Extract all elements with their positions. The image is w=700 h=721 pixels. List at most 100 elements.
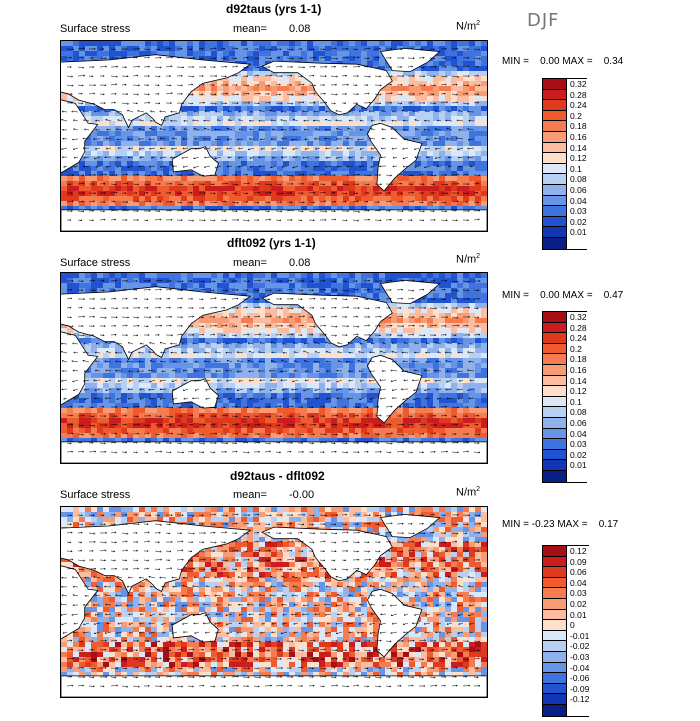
colorbar-level <box>542 705 589 716</box>
colorbar-level: 0.18 <box>542 121 587 132</box>
colorbar-swatch <box>542 100 567 111</box>
colorbar-level: 0.06 <box>542 185 587 196</box>
colorbar-tick-label: 0.28 <box>570 323 587 334</box>
colorbar-swatch <box>542 132 567 143</box>
colorbar-swatch <box>542 588 567 599</box>
panel-2-title: dflt092 (yrs 1-1) <box>227 236 316 250</box>
colorbar-swatch <box>542 631 567 642</box>
colorbar-level: 0.2 <box>542 344 587 355</box>
colorbar-swatch <box>542 185 567 196</box>
colorbar-tick-label: 0.24 <box>570 100 587 111</box>
colorbar-tick-label: 0.2 <box>570 344 582 355</box>
colorbar-swatch <box>542 386 567 397</box>
panel-1-mean-label: mean= <box>233 23 267 35</box>
colorbar-level: 0.12 <box>542 546 589 557</box>
colorbar-level: 0.28 <box>542 90 587 101</box>
colorbar-swatch <box>542 557 567 568</box>
colorbar-swatch <box>542 79 567 90</box>
colorbar-tick-label: 0.02 <box>570 599 587 610</box>
colorbar-level: -0.09 <box>542 684 589 695</box>
colorbar-level: 0.24 <box>542 100 587 111</box>
colorbar-tick-label: 0.16 <box>570 365 587 376</box>
colorbar-level: 0.08 <box>542 407 587 418</box>
colorbar-level: 0.09 <box>542 557 589 568</box>
colorbar-tick-label: 0.1 <box>570 164 582 175</box>
colorbar-swatch <box>542 460 567 471</box>
colorbar-swatch <box>542 578 567 589</box>
colorbar-level: 0.03 <box>542 588 589 599</box>
panel-1-title: d92taus (yrs 1-1) <box>226 2 321 16</box>
panel-2-mean-value: 0.08 <box>289 257 310 269</box>
colorbar-swatch <box>542 567 567 578</box>
colorbar-tick-label: 0.12 <box>570 386 587 397</box>
panel-3-minmax: MIN = -0.23 MAX = 0.17 <box>502 519 618 530</box>
colorbar-level: -0.01 <box>542 631 589 642</box>
colorbar-level: 0.01 <box>542 460 587 471</box>
colorbar-level: 0.12 <box>542 386 587 397</box>
panel-3-map <box>60 506 488 698</box>
colorbar-level: -0.06 <box>542 673 589 684</box>
colorbar-level: 0.06 <box>542 567 589 578</box>
colorbar-level: 0.32 <box>542 312 587 323</box>
colorbar-swatch <box>542 673 567 684</box>
colorbar-swatch <box>542 227 567 238</box>
colorbar-swatch <box>542 174 567 185</box>
colorbar-tick-label: -0.01 <box>570 631 589 642</box>
colorbar-tick-label: 0.14 <box>570 376 587 387</box>
colorbar-tick-label: 0.04 <box>570 578 587 589</box>
panel-1-map <box>60 40 488 232</box>
colorbar-tick-label: -0.06 <box>570 673 589 684</box>
colorbar-level: 0.04 <box>542 196 587 207</box>
colorbar-level: -0.04 <box>542 663 589 674</box>
colorbar-level: 0.12 <box>542 153 587 164</box>
panel-3-title: d92taus - dflt092 <box>230 469 325 483</box>
colorbar-tick-label: 0.06 <box>570 185 587 196</box>
colorbar-swatch <box>542 663 567 674</box>
colorbar-level: 0.1 <box>542 164 587 175</box>
season-label: DJF <box>527 10 560 31</box>
colorbar-tick-label: 0.04 <box>570 196 587 207</box>
colorbar-tick-label: 0.03 <box>570 588 587 599</box>
colorbar-level: 0.02 <box>542 599 589 610</box>
colorbar-swatch <box>542 90 567 101</box>
colorbar-level: 0.01 <box>542 227 587 238</box>
colorbar-level: 0.03 <box>542 439 587 450</box>
colorbar-level: 0.18 <box>542 354 587 365</box>
panel-3-mean-label: mean= <box>233 489 267 501</box>
colorbar-level: 0.16 <box>542 365 587 376</box>
colorbar-swatch <box>542 546 567 557</box>
panel-3-units: N/m2 <box>456 486 480 499</box>
colorbar-level: 0.16 <box>542 132 587 143</box>
colorbar-swatch <box>542 312 567 323</box>
colorbar-tick-label: 0.28 <box>570 90 587 101</box>
colorbar-swatch <box>542 164 567 175</box>
colorbar-tick-label: 0.01 <box>570 227 587 238</box>
colorbar-level: 0.14 <box>542 376 587 387</box>
colorbar-level: 0 <box>542 620 589 631</box>
colorbar-swatch <box>542 652 567 663</box>
colorbar-swatch <box>542 344 567 355</box>
colorbar-swatch <box>542 610 567 621</box>
colorbar-swatch <box>542 206 567 217</box>
colorbar-swatch <box>542 333 567 344</box>
colorbar-swatch <box>542 121 567 132</box>
colorbar-swatch <box>542 217 567 228</box>
colorbar-swatch <box>542 407 567 418</box>
colorbar-tick-label: 0.02 <box>570 217 587 228</box>
colorbar-level <box>542 471 587 482</box>
colorbar-tick-label: 0.08 <box>570 407 587 418</box>
colorbar-level: 0.28 <box>542 323 587 334</box>
colorbar-tick-label: 0.14 <box>570 143 587 154</box>
colorbar-swatch <box>542 323 567 334</box>
colorbar-swatch <box>542 471 567 482</box>
colorbar-tick-label: 0 <box>570 620 575 631</box>
colorbar-level: 0.02 <box>542 217 587 228</box>
colorbar-level: 0.03 <box>542 206 587 217</box>
colorbar-level: 0.1 <box>542 397 587 408</box>
colorbar-level: 0.24 <box>542 333 587 344</box>
colorbar-swatch <box>542 238 567 249</box>
colorbar-level: 0.02 <box>542 450 587 461</box>
colorbar-tick-label: 0.32 <box>570 312 587 323</box>
